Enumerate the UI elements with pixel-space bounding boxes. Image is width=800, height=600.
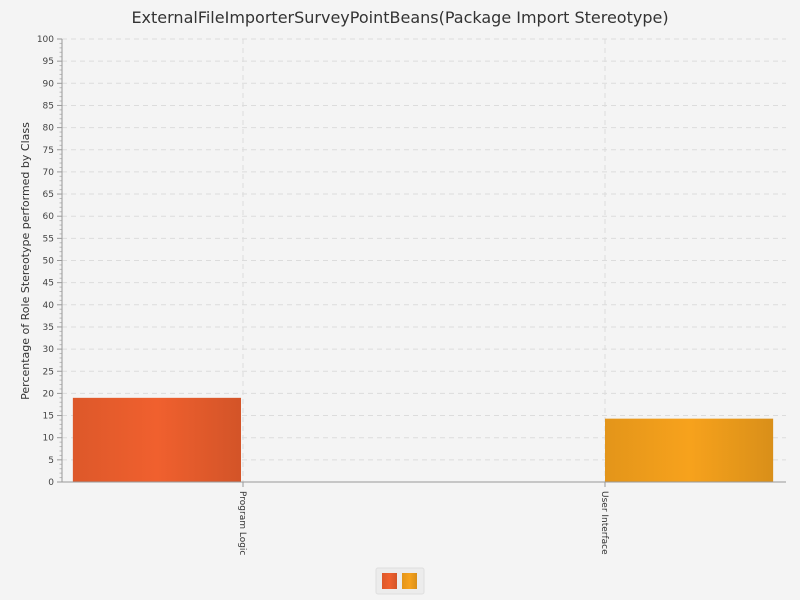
y-tick-label: 100: [37, 35, 54, 45]
legend-swatch: [402, 573, 417, 589]
bar: [72, 397, 241, 482]
y-tick-label: 50: [43, 257, 55, 267]
y-tick-label: 65: [43, 190, 54, 200]
y-tick-label: 95: [43, 57, 54, 67]
bars: [72, 397, 774, 482]
legend: [375, 567, 425, 595]
y-tick-label: 55: [43, 234, 54, 244]
y-tick-label: 25: [43, 367, 54, 377]
axes: 0 5 10 15 20 25 30 35 40 45 50 55 60 65 70 75 80 85 90 95 10…: [37, 35, 786, 555]
y-tick-label: 75: [43, 146, 54, 156]
legend-swatch: [382, 573, 397, 589]
y-axis-label: Percentage of Role Stereotype performed …: [19, 122, 32, 400]
y-tick-label: 0: [48, 478, 54, 488]
y-tick-label: 5: [48, 456, 54, 466]
y-tick-label: 70: [43, 168, 55, 178]
x-tick-label: Program Logic: [237, 491, 247, 555]
y-tick-label: 90: [43, 79, 55, 89]
y-tick-label: 10: [43, 434, 55, 444]
y-tick-label: 20: [43, 389, 55, 399]
y-tick-label: 85: [43, 101, 54, 111]
y-tick-label: 35: [43, 323, 54, 333]
x-tick-label: User Interface: [599, 491, 609, 555]
y-tick-label: 80: [43, 124, 55, 134]
bar: [605, 418, 774, 482]
y-tick-label: 30: [43, 345, 55, 355]
y-tick-label: 15: [43, 412, 54, 422]
y-tick-label: 40: [43, 301, 55, 311]
chart-title: ExternalFileImporterSurveyPointBeans(Pac…: [131, 8, 668, 27]
y-tick-label: 60: [43, 212, 55, 222]
y-tick-label: 45: [43, 279, 54, 289]
grid-lines: [62, 38, 786, 482]
